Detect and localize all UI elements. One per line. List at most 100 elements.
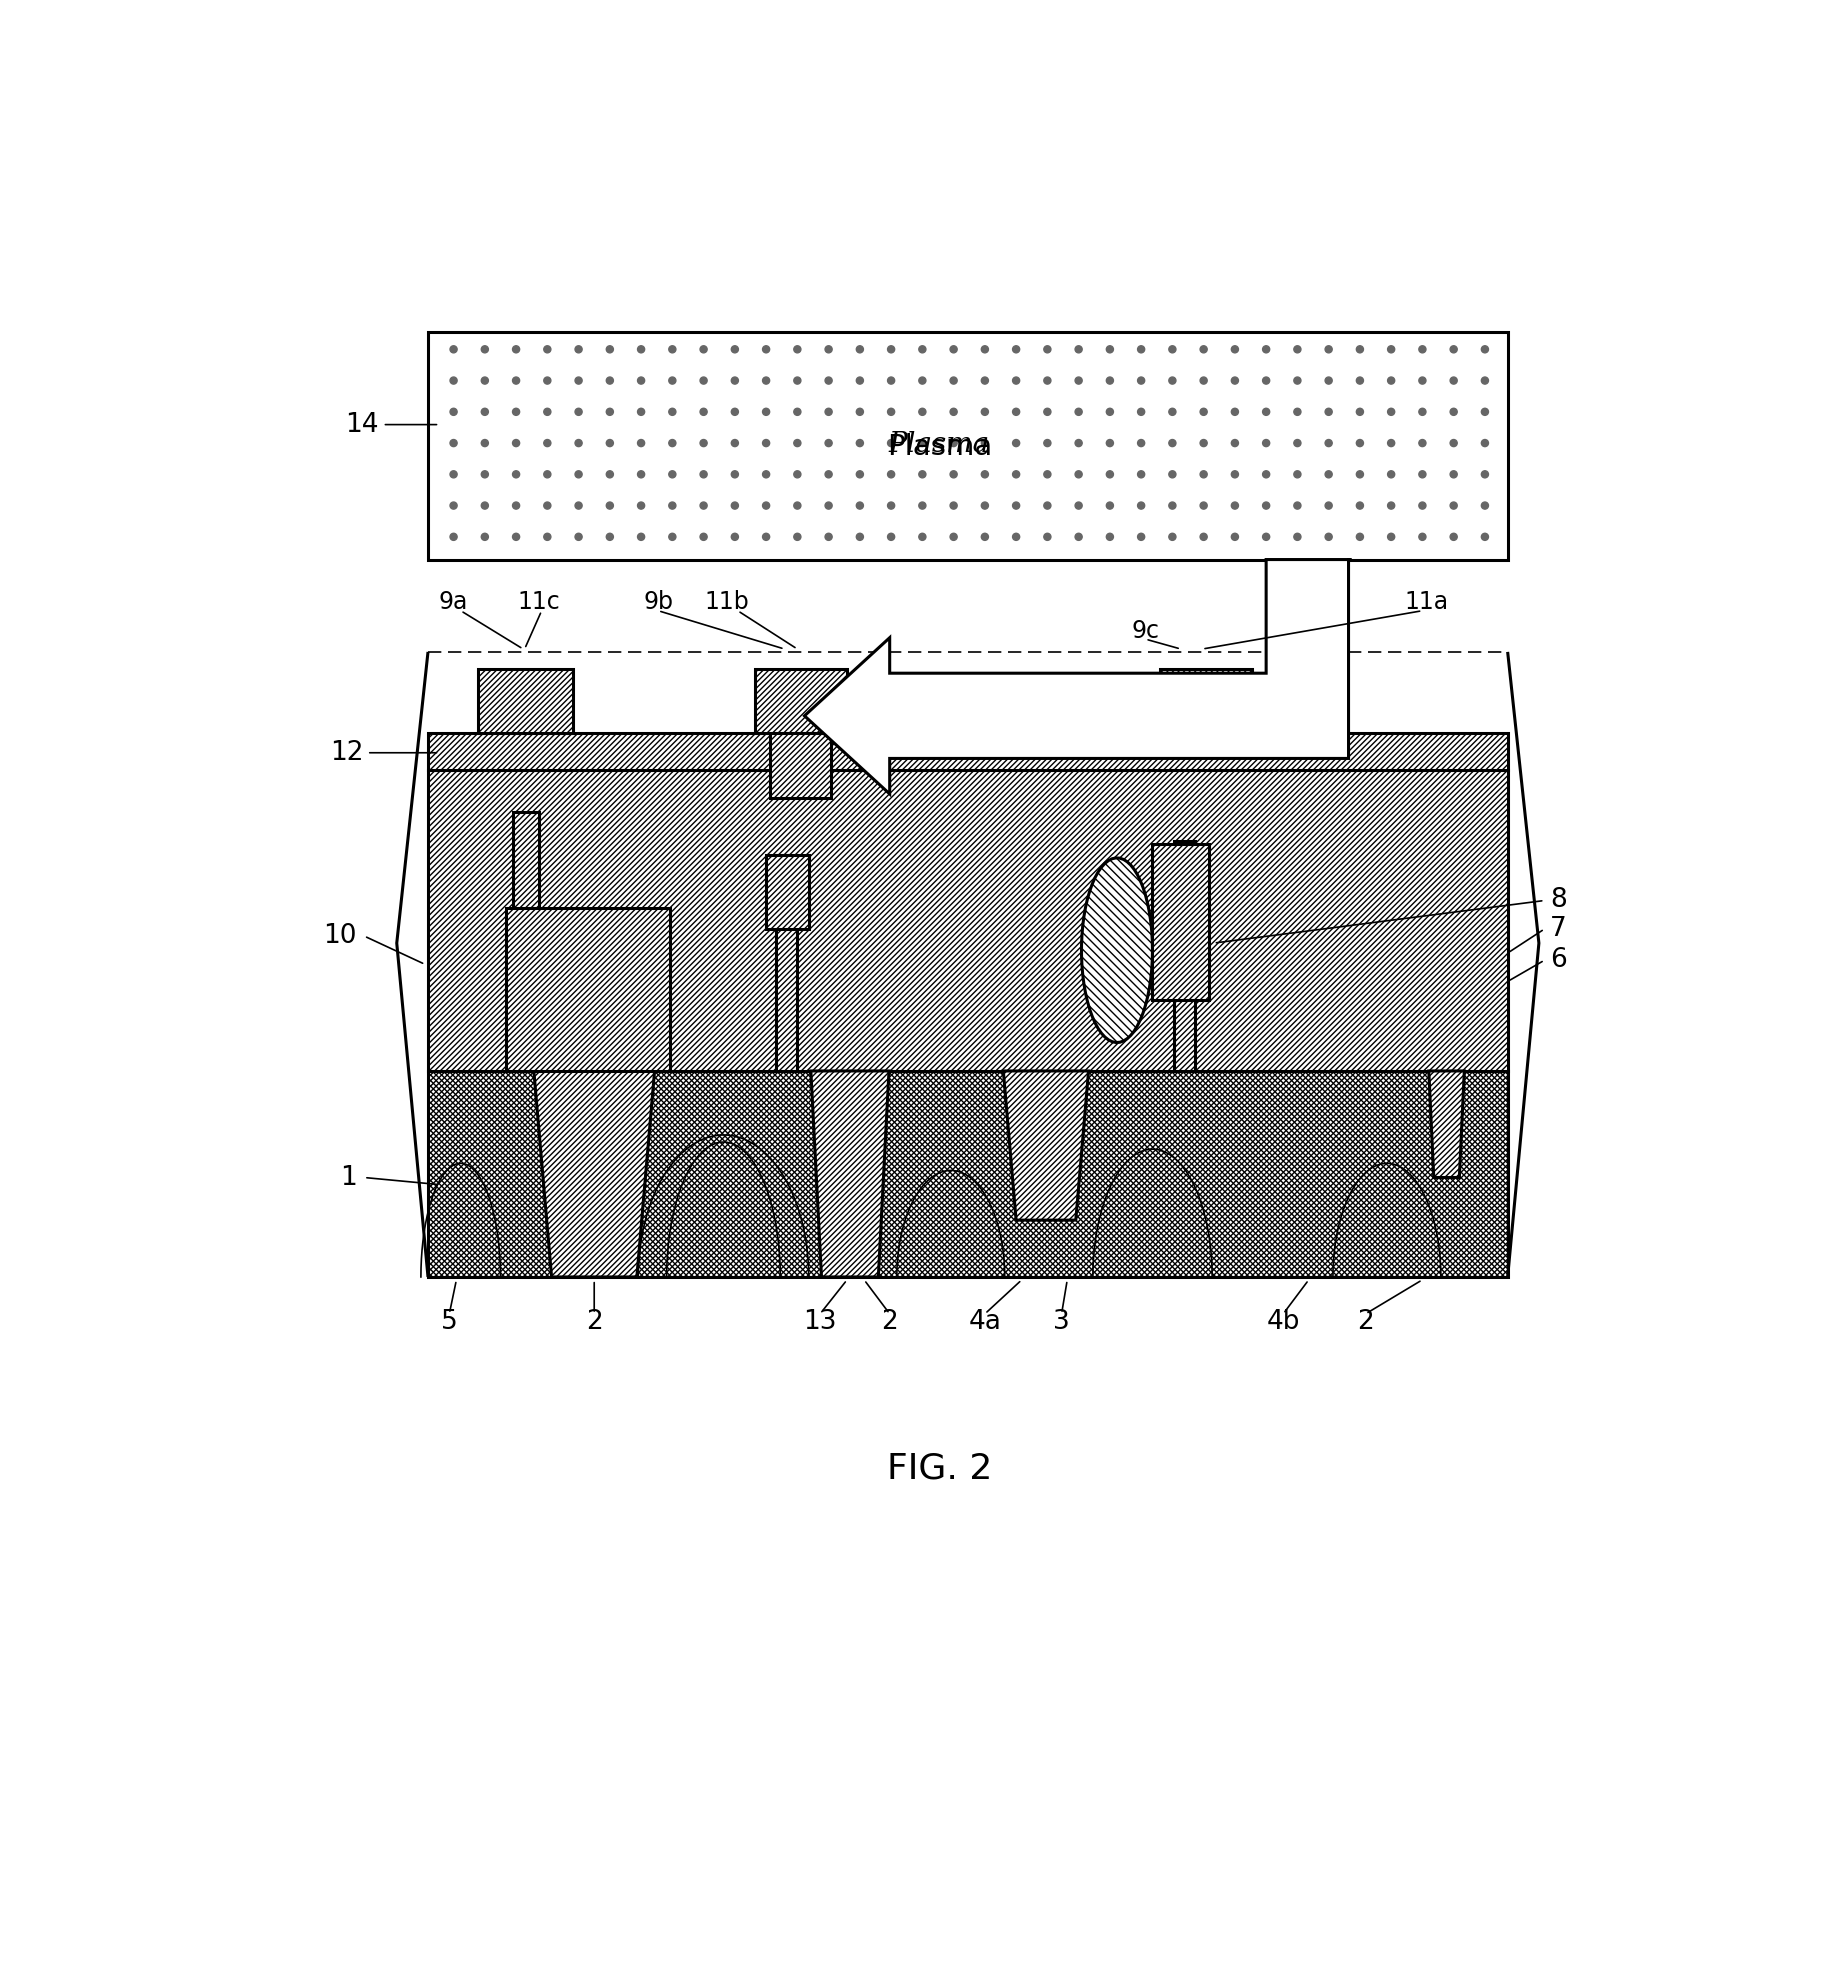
Circle shape (1011, 440, 1019, 446)
Text: 9b: 9b (643, 590, 672, 613)
Text: FIG. 2: FIG. 2 (887, 1451, 991, 1486)
Circle shape (1262, 409, 1270, 415)
Text: 5: 5 (442, 1309, 458, 1335)
Circle shape (980, 470, 987, 478)
Circle shape (1387, 377, 1394, 383)
Bar (429, 733, 1506, 771)
Circle shape (1169, 346, 1176, 352)
Circle shape (1042, 501, 1050, 509)
Text: 4a: 4a (967, 1309, 1000, 1335)
Circle shape (1075, 533, 1081, 541)
Circle shape (1042, 346, 1050, 352)
Circle shape (824, 377, 832, 383)
Circle shape (482, 377, 487, 383)
Circle shape (731, 470, 738, 478)
Circle shape (980, 377, 987, 383)
Circle shape (638, 409, 645, 415)
Circle shape (731, 501, 738, 509)
Circle shape (606, 501, 614, 509)
Circle shape (1231, 440, 1238, 446)
Bar (766, 855, 808, 928)
Text: 11b: 11b (703, 590, 747, 613)
Circle shape (1293, 533, 1301, 541)
Circle shape (793, 409, 801, 415)
Circle shape (1418, 470, 1425, 478)
Circle shape (606, 377, 614, 383)
Text: 2: 2 (881, 1309, 898, 1335)
Circle shape (1169, 377, 1176, 383)
Circle shape (451, 377, 456, 383)
Circle shape (451, 533, 456, 541)
Circle shape (513, 346, 518, 352)
Circle shape (793, 501, 801, 509)
Circle shape (575, 501, 583, 509)
Circle shape (638, 501, 645, 509)
Circle shape (700, 377, 707, 383)
Circle shape (1325, 470, 1332, 478)
Circle shape (1231, 346, 1238, 352)
Circle shape (575, 409, 583, 415)
Circle shape (1200, 440, 1207, 446)
Circle shape (980, 346, 987, 352)
Circle shape (1107, 440, 1112, 446)
Text: 11a: 11a (1403, 590, 1447, 613)
Circle shape (856, 409, 863, 415)
Circle shape (1387, 440, 1394, 446)
Circle shape (1042, 409, 1050, 415)
Bar (429, 1071, 1506, 1278)
Circle shape (700, 470, 707, 478)
Circle shape (949, 440, 956, 446)
Circle shape (1169, 533, 1176, 541)
Circle shape (700, 440, 707, 446)
Circle shape (1325, 346, 1332, 352)
Text: 14: 14 (344, 411, 377, 438)
Circle shape (1480, 346, 1488, 352)
Circle shape (1356, 501, 1363, 509)
Circle shape (980, 409, 987, 415)
Circle shape (1418, 346, 1425, 352)
Circle shape (1231, 470, 1238, 478)
Text: 6: 6 (1550, 948, 1566, 973)
Circle shape (887, 533, 894, 541)
Circle shape (1418, 409, 1425, 415)
Bar (775, 855, 797, 1071)
Circle shape (1075, 501, 1081, 509)
Polygon shape (533, 1071, 654, 1278)
Circle shape (856, 470, 863, 478)
Circle shape (1387, 501, 1394, 509)
Circle shape (1480, 409, 1488, 415)
Bar (755, 668, 846, 733)
Circle shape (1449, 346, 1456, 352)
Circle shape (1107, 470, 1112, 478)
Circle shape (1011, 470, 1019, 478)
Circle shape (1480, 470, 1488, 478)
Circle shape (1418, 377, 1425, 383)
Circle shape (451, 346, 456, 352)
Circle shape (1356, 440, 1363, 446)
Bar (429, 771, 1506, 1071)
Polygon shape (804, 560, 1350, 794)
Circle shape (1200, 501, 1207, 509)
Circle shape (762, 501, 769, 509)
Circle shape (1107, 533, 1112, 541)
Circle shape (1200, 409, 1207, 415)
Circle shape (606, 533, 614, 541)
Circle shape (575, 346, 583, 352)
Circle shape (700, 409, 707, 415)
Bar (1152, 843, 1209, 1001)
Circle shape (918, 346, 925, 352)
Circle shape (638, 470, 645, 478)
Circle shape (1387, 346, 1394, 352)
Circle shape (1449, 377, 1456, 383)
Circle shape (513, 533, 518, 541)
Circle shape (1293, 346, 1301, 352)
Circle shape (918, 409, 925, 415)
Bar (1172, 841, 1194, 1071)
Circle shape (638, 440, 645, 446)
Circle shape (1449, 409, 1456, 415)
Circle shape (482, 501, 487, 509)
Circle shape (544, 501, 551, 509)
Circle shape (793, 377, 801, 383)
Bar (1160, 668, 1251, 733)
Circle shape (669, 377, 676, 383)
